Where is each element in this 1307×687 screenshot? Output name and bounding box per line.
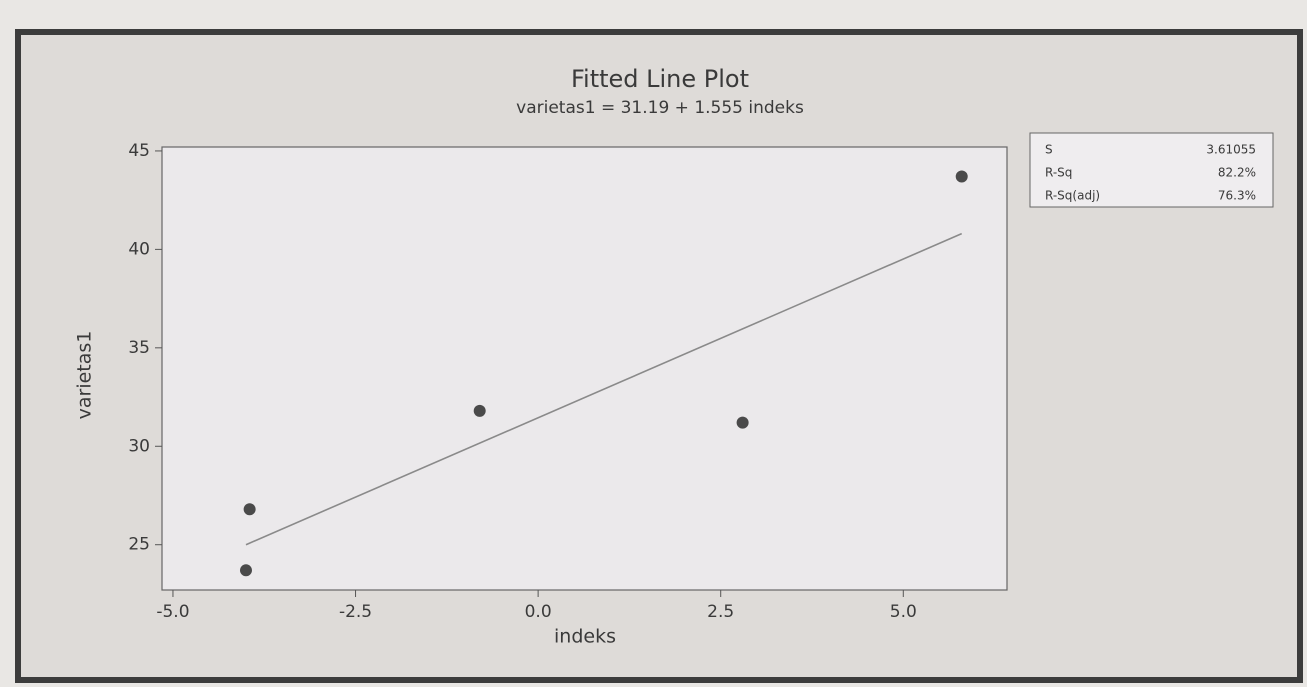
stat-label: R-Sq	[1045, 166, 1072, 180]
stat-label: S	[1045, 143, 1053, 157]
data-point	[736, 416, 749, 429]
stat-label: R-Sq(adj)	[1045, 189, 1100, 203]
data-point	[955, 170, 968, 183]
plot-area	[161, 146, 1008, 591]
chart-title: Fitted Line Plot	[571, 65, 749, 93]
data-point	[239, 564, 252, 577]
x-tick-label: 0.0	[525, 602, 552, 622]
stats-box	[1029, 132, 1274, 208]
chart-subtitle: varietas1 = 31.19 + 1.555 indeks	[516, 98, 804, 118]
y-tick-label: 30	[128, 436, 150, 456]
y-tick-label: 35	[128, 338, 150, 358]
fit-line	[245, 232, 963, 546]
data-point	[473, 404, 486, 417]
y-tick-label: 40	[128, 239, 150, 259]
y-axis-label: varietas1	[74, 331, 96, 420]
x-tick-label: 5.0	[890, 602, 917, 622]
stat-value: 82.2%	[1218, 166, 1256, 180]
stat-value: 3.61055	[1206, 143, 1256, 157]
x-axis-label: indeks	[554, 626, 616, 648]
y-tick-label: 25	[128, 535, 150, 555]
y-tick-label: 45	[128, 141, 150, 161]
x-tick-label: 2.5	[707, 602, 734, 622]
stat-value: 76.3%	[1218, 189, 1256, 203]
x-tick-label: -5.0	[156, 602, 189, 622]
data-point	[243, 503, 256, 516]
x-tick-label: -2.5	[339, 602, 372, 622]
